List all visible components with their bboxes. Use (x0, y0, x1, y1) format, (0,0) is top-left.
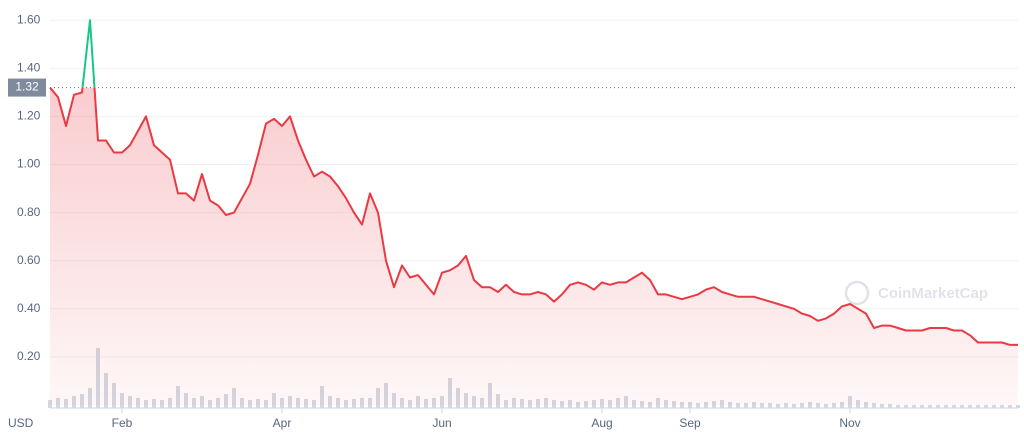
y-tick-label: 0.40 (17, 301, 41, 315)
x-tick-label: Jun (432, 416, 451, 430)
volume-bar (832, 403, 836, 408)
volume-bar (920, 405, 924, 408)
price-line (49, 87, 1018, 346)
volume-bar (800, 403, 804, 408)
baseline-label: 1.32 (15, 80, 39, 94)
volume-bar (944, 405, 948, 408)
volume-bar (952, 405, 956, 408)
volume-bar (776, 404, 780, 408)
volume-bar (976, 405, 980, 408)
volume-bar (792, 404, 796, 408)
y-tick-label: 1.20 (17, 109, 41, 123)
volume-bar (696, 403, 700, 408)
volume-bar (904, 405, 908, 408)
x-tick-label: Apr (273, 416, 292, 430)
volume-bar (984, 405, 988, 408)
volume-bar (960, 405, 964, 408)
currency-label: USD (8, 416, 34, 430)
volume-bar (768, 403, 772, 408)
volume-bar (928, 405, 932, 408)
watermark-text: CoinMarketCap (878, 285, 988, 302)
y-tick-label: 1.60 (17, 12, 41, 26)
volume-bar (760, 403, 764, 408)
x-tick-label: Nov (839, 416, 860, 430)
volume-bar (992, 405, 996, 408)
baseline-tag (8, 78, 46, 97)
x-tick-label: Aug (591, 416, 612, 430)
volume-bar (736, 403, 740, 408)
x-tick-label: Sep (679, 416, 701, 430)
volume-bar (880, 404, 884, 408)
volume-bar (784, 403, 788, 408)
volume-bar (936, 405, 940, 408)
volume-bar (1000, 405, 1004, 408)
watermark: CoinMarketCap (844, 280, 988, 306)
volume-bar (744, 403, 748, 408)
volume-bar (896, 405, 900, 408)
y-tick-label: 0.20 (17, 349, 41, 363)
volume-bar (872, 403, 876, 408)
y-tick-label: 1.40 (17, 61, 41, 75)
volume-bar (1016, 405, 1020, 408)
volume-bar (888, 404, 892, 408)
area-fill (50, 87, 1018, 405)
y-tick-label: 0.60 (17, 253, 41, 267)
volume-bar (816, 403, 820, 408)
volume-bar (824, 404, 828, 408)
x-tick-label: Feb (112, 416, 133, 430)
volume-bar (1008, 405, 1012, 408)
y-tick-label: 0.80 (17, 205, 41, 219)
volume-bar (912, 405, 916, 408)
y-tick-label: 1.00 (17, 157, 41, 171)
volume-bar (968, 405, 972, 408)
